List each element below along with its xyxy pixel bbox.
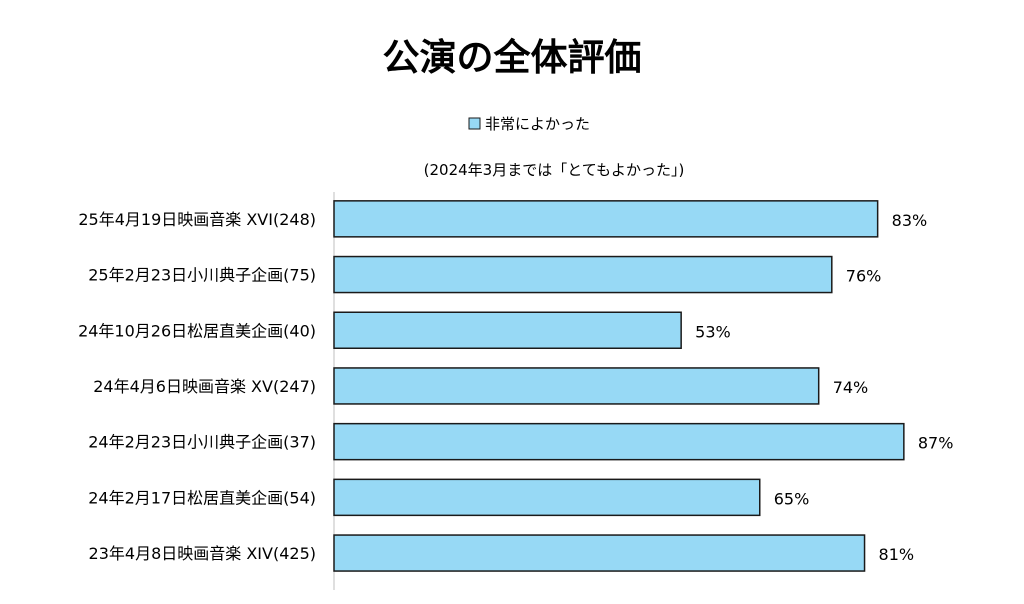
bar [333, 534, 866, 572]
chart-subtitle: (2024年3月までは「とてもよかった」) [424, 161, 685, 179]
data-label: 74% [833, 378, 869, 397]
category-label: 24年2月17日松居直美企画(54) [88, 488, 316, 507]
category-label: 25年2月23日小川典子企画(75) [88, 266, 316, 285]
bar [333, 367, 820, 405]
bar [333, 478, 761, 517]
category-label: 24年10月26日松居直美企画(40) [78, 321, 316, 340]
category-label: 25年4月19日映画音楽 XVI(248) [78, 210, 316, 229]
data-label: 83% [892, 211, 928, 230]
category-label: 24年4月6日映画音楽 XV(247) [93, 377, 316, 396]
bar [333, 200, 879, 238]
legend: 非常によかった [468, 115, 590, 133]
chart-title: 公演の全体評価 [383, 36, 642, 79]
legend-swatch [468, 117, 481, 130]
category-label: 24年2月23日小川典子企画(37) [88, 433, 316, 452]
data-label: 53% [695, 322, 731, 341]
data-label: 65% [774, 489, 810, 508]
data-label: 76% [846, 267, 882, 286]
bar [333, 311, 682, 349]
data-label: 87% [918, 434, 954, 453]
legend-label: 非常によかった [485, 115, 590, 133]
bars-group: 25年4月19日映画音楽 XVI(248) 83% 25年2月23日小川典子企画(7… [78, 200, 954, 572]
category-label: 23年4月8日映画音楽 XIV(425) [89, 544, 316, 563]
bar [333, 422, 905, 461]
data-label: 81% [879, 545, 915, 564]
bar [333, 255, 833, 294]
